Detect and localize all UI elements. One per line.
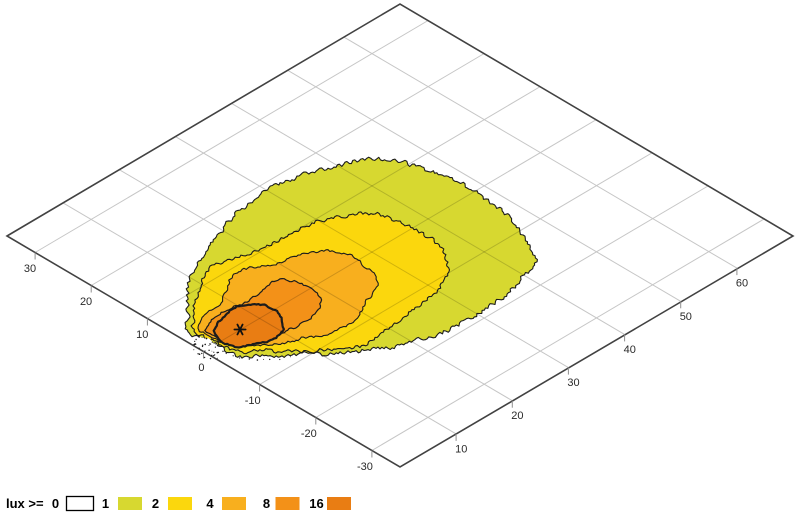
svg-text:20: 20 [511,410,523,422]
svg-text:0: 0 [52,496,59,511]
svg-text:lux >=: lux >= [6,496,44,511]
svg-text:10: 10 [455,443,467,455]
svg-text:2: 2 [152,496,159,511]
svg-text:-30: -30 [357,461,373,473]
svg-text:-10: -10 [245,395,261,407]
svg-text:16: 16 [309,496,323,511]
svg-text:50: 50 [680,311,692,323]
svg-text:20: 20 [80,296,92,308]
svg-text:10: 10 [136,329,148,341]
svg-text:4: 4 [206,496,214,511]
svg-text:30: 30 [567,377,579,389]
svg-text:40: 40 [624,344,636,356]
svg-text:30: 30 [24,263,36,275]
svg-text:60: 60 [736,278,748,290]
svg-text:0: 0 [198,362,204,374]
svg-text:-20: -20 [301,428,317,440]
svg-text:1: 1 [102,496,109,511]
svg-text:8: 8 [263,496,270,511]
